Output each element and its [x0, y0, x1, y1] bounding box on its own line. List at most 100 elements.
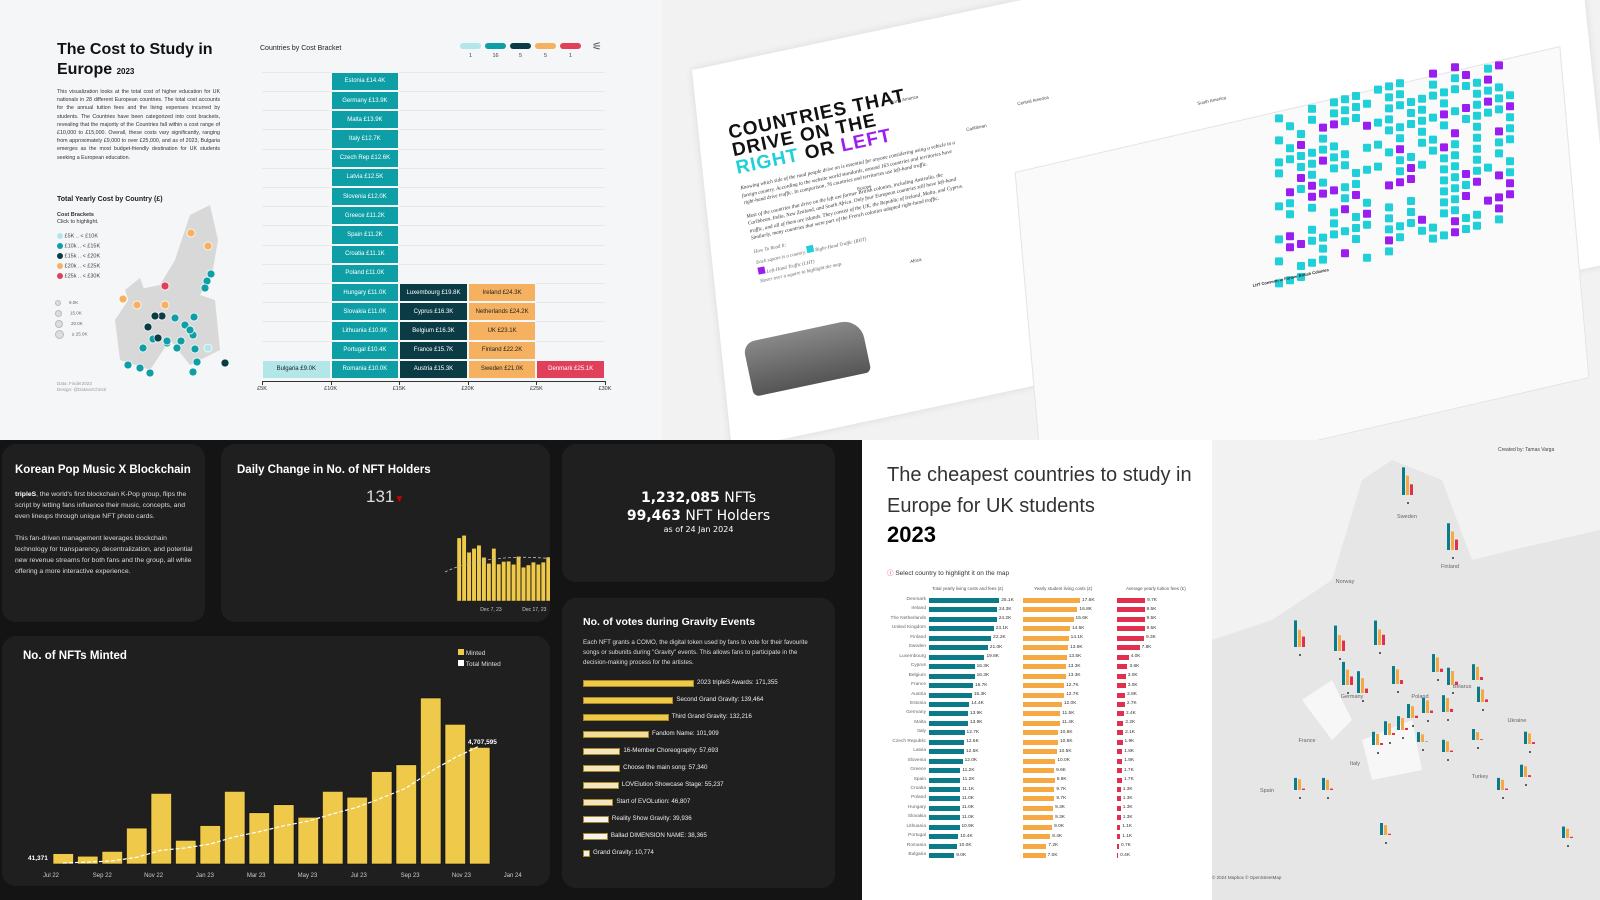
country-label[interactable]: Cyprus — [910, 663, 926, 669]
value-bar[interactable] — [929, 739, 965, 745]
europe-map[interactable]: Sweden Finland Norway Poland Belarus Germany U… — [1212, 440, 1600, 900]
bracket-cell[interactable]: Sweden £21.0K — [467, 359, 537, 379]
bracket-cell[interactable]: Slovenia £12.0K — [330, 187, 400, 207]
value-bar[interactable] — [929, 692, 972, 698]
legend-item[interactable]: £20k .. < £25K — [57, 263, 100, 269]
value-bar[interactable] — [1117, 815, 1121, 821]
value-bar[interactable] — [1117, 796, 1121, 802]
value-bar[interactable] — [929, 777, 961, 783]
value-bar[interactable] — [1117, 645, 1140, 651]
value-bar[interactable] — [1117, 787, 1121, 792]
value-bar[interactable] — [1117, 843, 1120, 849]
bracket-cell[interactable]: Lithuania £10.9K — [330, 321, 400, 341]
bracket-cell[interactable]: Belgium £16.3K — [399, 321, 468, 341]
country-label[interactable]: Spain — [913, 776, 926, 782]
value-bar[interactable] — [929, 598, 1000, 603]
value-bar[interactable] — [929, 730, 965, 736]
bracket-cell[interactable]: Greece £11.2K — [330, 206, 400, 226]
value-bar[interactable] — [1117, 607, 1145, 613]
value-bar[interactable] — [929, 645, 988, 651]
value-bar[interactable] — [1117, 758, 1123, 764]
value-bar[interactable] — [929, 853, 955, 859]
value-bar[interactable] — [1023, 683, 1065, 689]
value-bar[interactable] — [1117, 739, 1123, 745]
value-bar[interactable] — [929, 805, 960, 811]
bracket-cell[interactable]: Estonia £14.4K — [330, 71, 400, 91]
bracket-cell[interactable]: Austria £15.3K — [399, 359, 468, 379]
value-bar[interactable] — [1117, 834, 1121, 840]
value-bar[interactable] — [1023, 664, 1067, 670]
value-bar[interactable] — [1023, 654, 1067, 660]
bracket-cell[interactable]: Hungary £11.0K — [330, 283, 400, 303]
value-bar[interactable] — [1023, 616, 1074, 622]
value-bar[interactable] — [1117, 701, 1125, 707]
bracket-cell[interactable]: Poland £11.0K — [330, 263, 400, 283]
bracket-cell[interactable]: Bulgaria £9.0K — [262, 359, 331, 379]
value-bar[interactable] — [1023, 824, 1053, 830]
country-label[interactable]: The Netherlands — [890, 615, 926, 621]
country-label[interactable]: Sweden — [908, 644, 926, 650]
value-bar[interactable] — [1023, 730, 1058, 736]
value-bar[interactable] — [1023, 701, 1062, 707]
bracket-toggle[interactable] — [510, 43, 531, 49]
value-bar[interactable] — [1023, 598, 1081, 603]
value-bar[interactable] — [1023, 796, 1055, 802]
value-bar[interactable] — [1117, 768, 1122, 774]
value-bar[interactable] — [1023, 843, 1047, 849]
value-bar[interactable] — [1023, 815, 1054, 821]
bracket-cell[interactable]: Cyprus £16.3K — [399, 302, 468, 322]
value-bar[interactable] — [1117, 749, 1123, 755]
bracket-cell[interactable]: Germany £13.9K — [330, 91, 400, 111]
value-bar[interactable] — [929, 664, 975, 670]
bracket-toggle[interactable] — [535, 43, 556, 49]
bracket-toggle[interactable] — [460, 43, 481, 49]
bracket-cell[interactable]: UK £23.1K — [467, 321, 537, 341]
country-square-map[interactable] — [1202, 60, 1562, 360]
bracket-cell[interactable]: Finland £22.2K — [467, 340, 537, 360]
bracket-cell[interactable]: Luxembourg £19.8K — [399, 283, 468, 303]
country-label[interactable]: Ireland — [911, 606, 926, 612]
legend-item[interactable]: £15k .. < £20K — [57, 253, 100, 259]
value-bar[interactable] — [1117, 683, 1126, 689]
country-label[interactable]: Italy — [917, 729, 926, 735]
sliders-icon[interactable]: ⚟ — [592, 41, 602, 53]
bracket-cell[interactable]: Italy £12.7K — [330, 129, 400, 149]
country-label[interactable]: Greece — [910, 767, 926, 773]
country-label[interactable]: Latvia — [913, 748, 926, 754]
value-bar[interactable] — [929, 834, 959, 840]
country-label[interactable]: Estonia — [910, 700, 926, 706]
value-bar[interactable] — [1023, 853, 1046, 859]
value-bar[interactable] — [929, 626, 994, 632]
country-label[interactable]: Finland — [910, 634, 926, 640]
value-bar[interactable] — [1023, 711, 1061, 717]
value-bar[interactable] — [1117, 711, 1124, 717]
value-bar[interactable] — [929, 711, 968, 717]
value-bar[interactable] — [929, 749, 964, 755]
value-bar[interactable] — [1023, 673, 1067, 679]
country-label[interactable]: United Kingdom — [891, 625, 926, 631]
value-bar[interactable] — [1023, 787, 1055, 792]
value-bar[interactable] — [1023, 645, 1069, 651]
country-label[interactable]: Denmark — [906, 597, 926, 602]
value-bar[interactable] — [929, 720, 968, 726]
value-bar[interactable] — [929, 824, 960, 830]
value-bar[interactable] — [1117, 664, 1128, 670]
value-bar[interactable] — [929, 654, 985, 660]
value-bar[interactable] — [929, 673, 975, 679]
value-bar[interactable] — [1117, 824, 1121, 830]
bracket-cell[interactable]: Malta £13.9K — [330, 110, 400, 130]
value-bar[interactable] — [1117, 626, 1145, 632]
bracket-cell[interactable]: Slovakia £11.0K — [330, 302, 400, 322]
value-bar[interactable] — [1023, 768, 1055, 774]
bracket-cell[interactable]: Spain £11.2K — [330, 225, 400, 245]
country-label[interactable]: France — [911, 682, 926, 688]
country-label[interactable]: Romania — [906, 842, 926, 848]
country-label[interactable]: Bulgaria — [908, 852, 926, 858]
legend-item[interactable]: £5K .. < £10K — [57, 233, 98, 239]
value-bar[interactable] — [1117, 805, 1121, 811]
value-bar[interactable] — [1117, 720, 1124, 726]
value-bar[interactable] — [1023, 635, 1069, 641]
value-bar[interactable] — [929, 787, 961, 792]
bracket-cell[interactable]: Czech Rep £12.6K — [330, 148, 400, 168]
value-bar[interactable] — [929, 796, 960, 802]
